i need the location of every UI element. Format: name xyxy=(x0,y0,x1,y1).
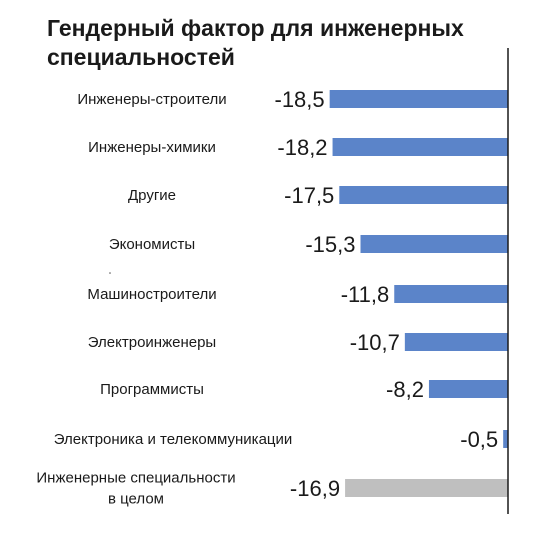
bar-2 xyxy=(339,186,508,204)
bar-6 xyxy=(428,380,508,398)
bar-7 xyxy=(503,430,508,448)
bar-5 xyxy=(404,333,508,351)
category-label-6: Программисты xyxy=(100,381,204,398)
category-label-8-line-0: Инженерные специальности xyxy=(36,470,235,487)
category-label-4: Машиностроители xyxy=(87,286,216,303)
value-label-6: -8,2 xyxy=(386,377,424,402)
value-label-1: -18,2 xyxy=(277,135,327,160)
bar-1 xyxy=(332,138,508,156)
value-label-4: -11,8 xyxy=(341,282,390,307)
value-label-0: -18,5 xyxy=(275,87,325,112)
category-label-3: Экономисты xyxy=(109,236,195,253)
category-label-7: Электроника и телекоммуникации xyxy=(54,431,293,448)
bar-8 xyxy=(345,479,508,497)
bar-0 xyxy=(329,90,508,108)
bar-4 xyxy=(394,285,508,303)
category-label-1: Инженеры-химики xyxy=(88,139,216,156)
chart-title: Гендерный фактор для инженерных специаль… xyxy=(47,14,527,72)
category-label-2: Другие xyxy=(128,187,176,204)
stray-dot xyxy=(109,272,111,274)
value-label-2: -17,5 xyxy=(284,183,334,208)
value-label-7: -0,5 xyxy=(460,427,498,452)
value-label-8: -16,9 xyxy=(290,476,340,501)
value-label-5: -10,7 xyxy=(350,330,400,355)
category-label-5: Электроинженеры xyxy=(88,334,216,351)
category-label-8-line-1: в целом xyxy=(108,491,164,508)
category-label-0: Инженеры-строители xyxy=(77,91,226,108)
bars-layer: -18,5 Инженеры-строители -18,2 Инженеры-хим… xyxy=(36,87,508,508)
chart-title-line-1: Гендерный фактор для инженерных xyxy=(47,15,464,41)
bar-3 xyxy=(360,235,508,253)
value-label-3: -15,3 xyxy=(305,232,355,257)
chart-title-line-2: специальностей xyxy=(47,44,235,70)
